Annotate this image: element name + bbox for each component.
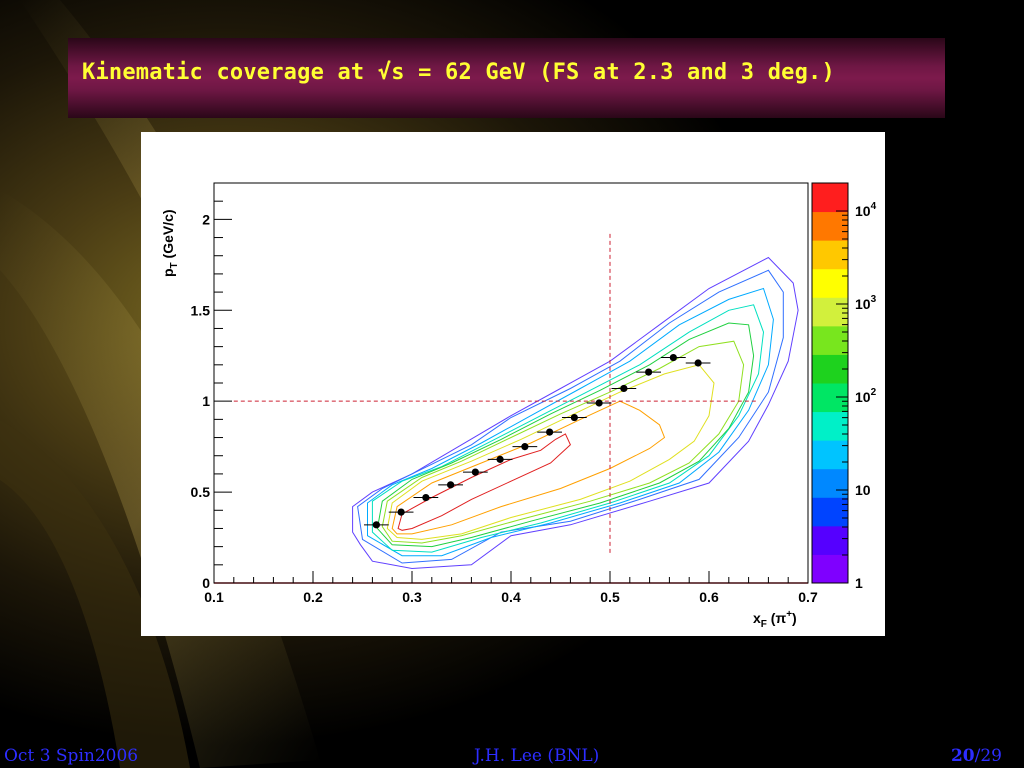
footer-page-number: 20/29	[951, 746, 1002, 766]
data-point	[397, 508, 405, 516]
colorbar-band	[812, 183, 848, 213]
chart-panel: 0.1 0.2 0.3 0.4 0.5 0.6 0.7 0 0.5 1 1.5 2 1 10 102 103…	[141, 132, 885, 636]
y-axis-label: pT (GeV/c)	[160, 209, 180, 277]
total-pages: /29	[974, 746, 1002, 766]
contour-level-4	[371, 304, 765, 553]
axis-ticks-layer	[213, 182, 809, 584]
data-point	[694, 359, 702, 367]
colorbar-band	[812, 468, 848, 498]
y-tick-label: 1	[202, 393, 210, 409]
x-tick-label: 0.5	[600, 589, 620, 605]
data-point	[471, 468, 479, 476]
colorbar-band	[812, 411, 848, 441]
data-point	[645, 368, 653, 376]
contour-layer	[352, 256, 799, 570]
title-banner: Kinematic coverage at √s = 62 GeV (FS at…	[68, 38, 945, 118]
x-tick-label: 0.1	[204, 589, 224, 605]
colorbar-band	[812, 554, 848, 584]
colorbar-label: 10	[855, 482, 871, 498]
contour-level-9	[397, 433, 572, 531]
contour-level-5	[376, 322, 755, 548]
colorbar-band	[812, 497, 848, 527]
y-tick-label: 0	[202, 575, 210, 591]
colorbar-label: 1	[855, 575, 863, 591]
x-tick-label: 0.3	[402, 589, 422, 605]
x-axis-label: xF (π+)	[753, 609, 797, 630]
y-tick-label: 0.5	[191, 484, 211, 500]
data-point	[595, 399, 603, 407]
colorbar-label: 102	[855, 387, 877, 405]
plot-frame	[213, 182, 809, 584]
y-tick-label: 1.5	[191, 302, 211, 318]
data-point	[620, 384, 628, 393]
footer-author: J.H. Lee (BNL)	[474, 746, 600, 766]
data-point	[521, 443, 529, 451]
colorbar-band	[812, 440, 848, 470]
data-point	[496, 455, 504, 463]
data-points-layer	[363, 353, 711, 529]
colorbar-frame	[811, 182, 849, 584]
colorbar-band	[812, 325, 848, 355]
colorbar-band	[812, 525, 848, 555]
x-tick-label: 0.4	[501, 589, 521, 605]
tick-labels-layer: 0.1 0.2 0.3 0.4 0.5 0.6 0.7 0 0.5 1 1.5 2	[191, 211, 818, 605]
colorbar-band	[812, 211, 848, 241]
current-page: 20	[950, 746, 975, 766]
data-point	[570, 413, 578, 422]
data-point	[669, 353, 677, 362]
data-point	[447, 481, 455, 489]
colorbar-band	[812, 383, 848, 413]
footer-date: Oct 3 Spin2006	[4, 746, 139, 766]
colorbar-band	[812, 268, 848, 298]
contour-level-6	[381, 340, 745, 544]
kinematic-coverage-chart: 0.1 0.2 0.3 0.4 0.5 0.6 0.7 0 0.5 1 1.5 2 1 10 102 103…	[160, 182, 877, 630]
data-point	[422, 493, 430, 502]
slide-title: Kinematic coverage at √s = 62 GeV (FS at…	[82, 60, 835, 85]
contour-level-8	[391, 400, 666, 535]
y-tick-label: 2	[202, 211, 210, 227]
x-tick-label: 0.6	[699, 589, 719, 605]
colorbar-label: 104	[855, 201, 877, 219]
colorbar-label: 103	[855, 294, 877, 312]
x-tick-label: 0.7	[798, 589, 818, 605]
colorbar: 1 10 102 103 104	[811, 182, 877, 591]
colorbar-band	[812, 297, 848, 327]
x-tick-label: 0.2	[303, 589, 323, 605]
data-point	[546, 428, 554, 436]
colorbar-band	[812, 240, 848, 270]
contour-level-7	[386, 364, 715, 540]
data-point	[372, 521, 380, 529]
contour-level-2	[357, 269, 784, 564]
contour-level-3	[367, 287, 774, 557]
